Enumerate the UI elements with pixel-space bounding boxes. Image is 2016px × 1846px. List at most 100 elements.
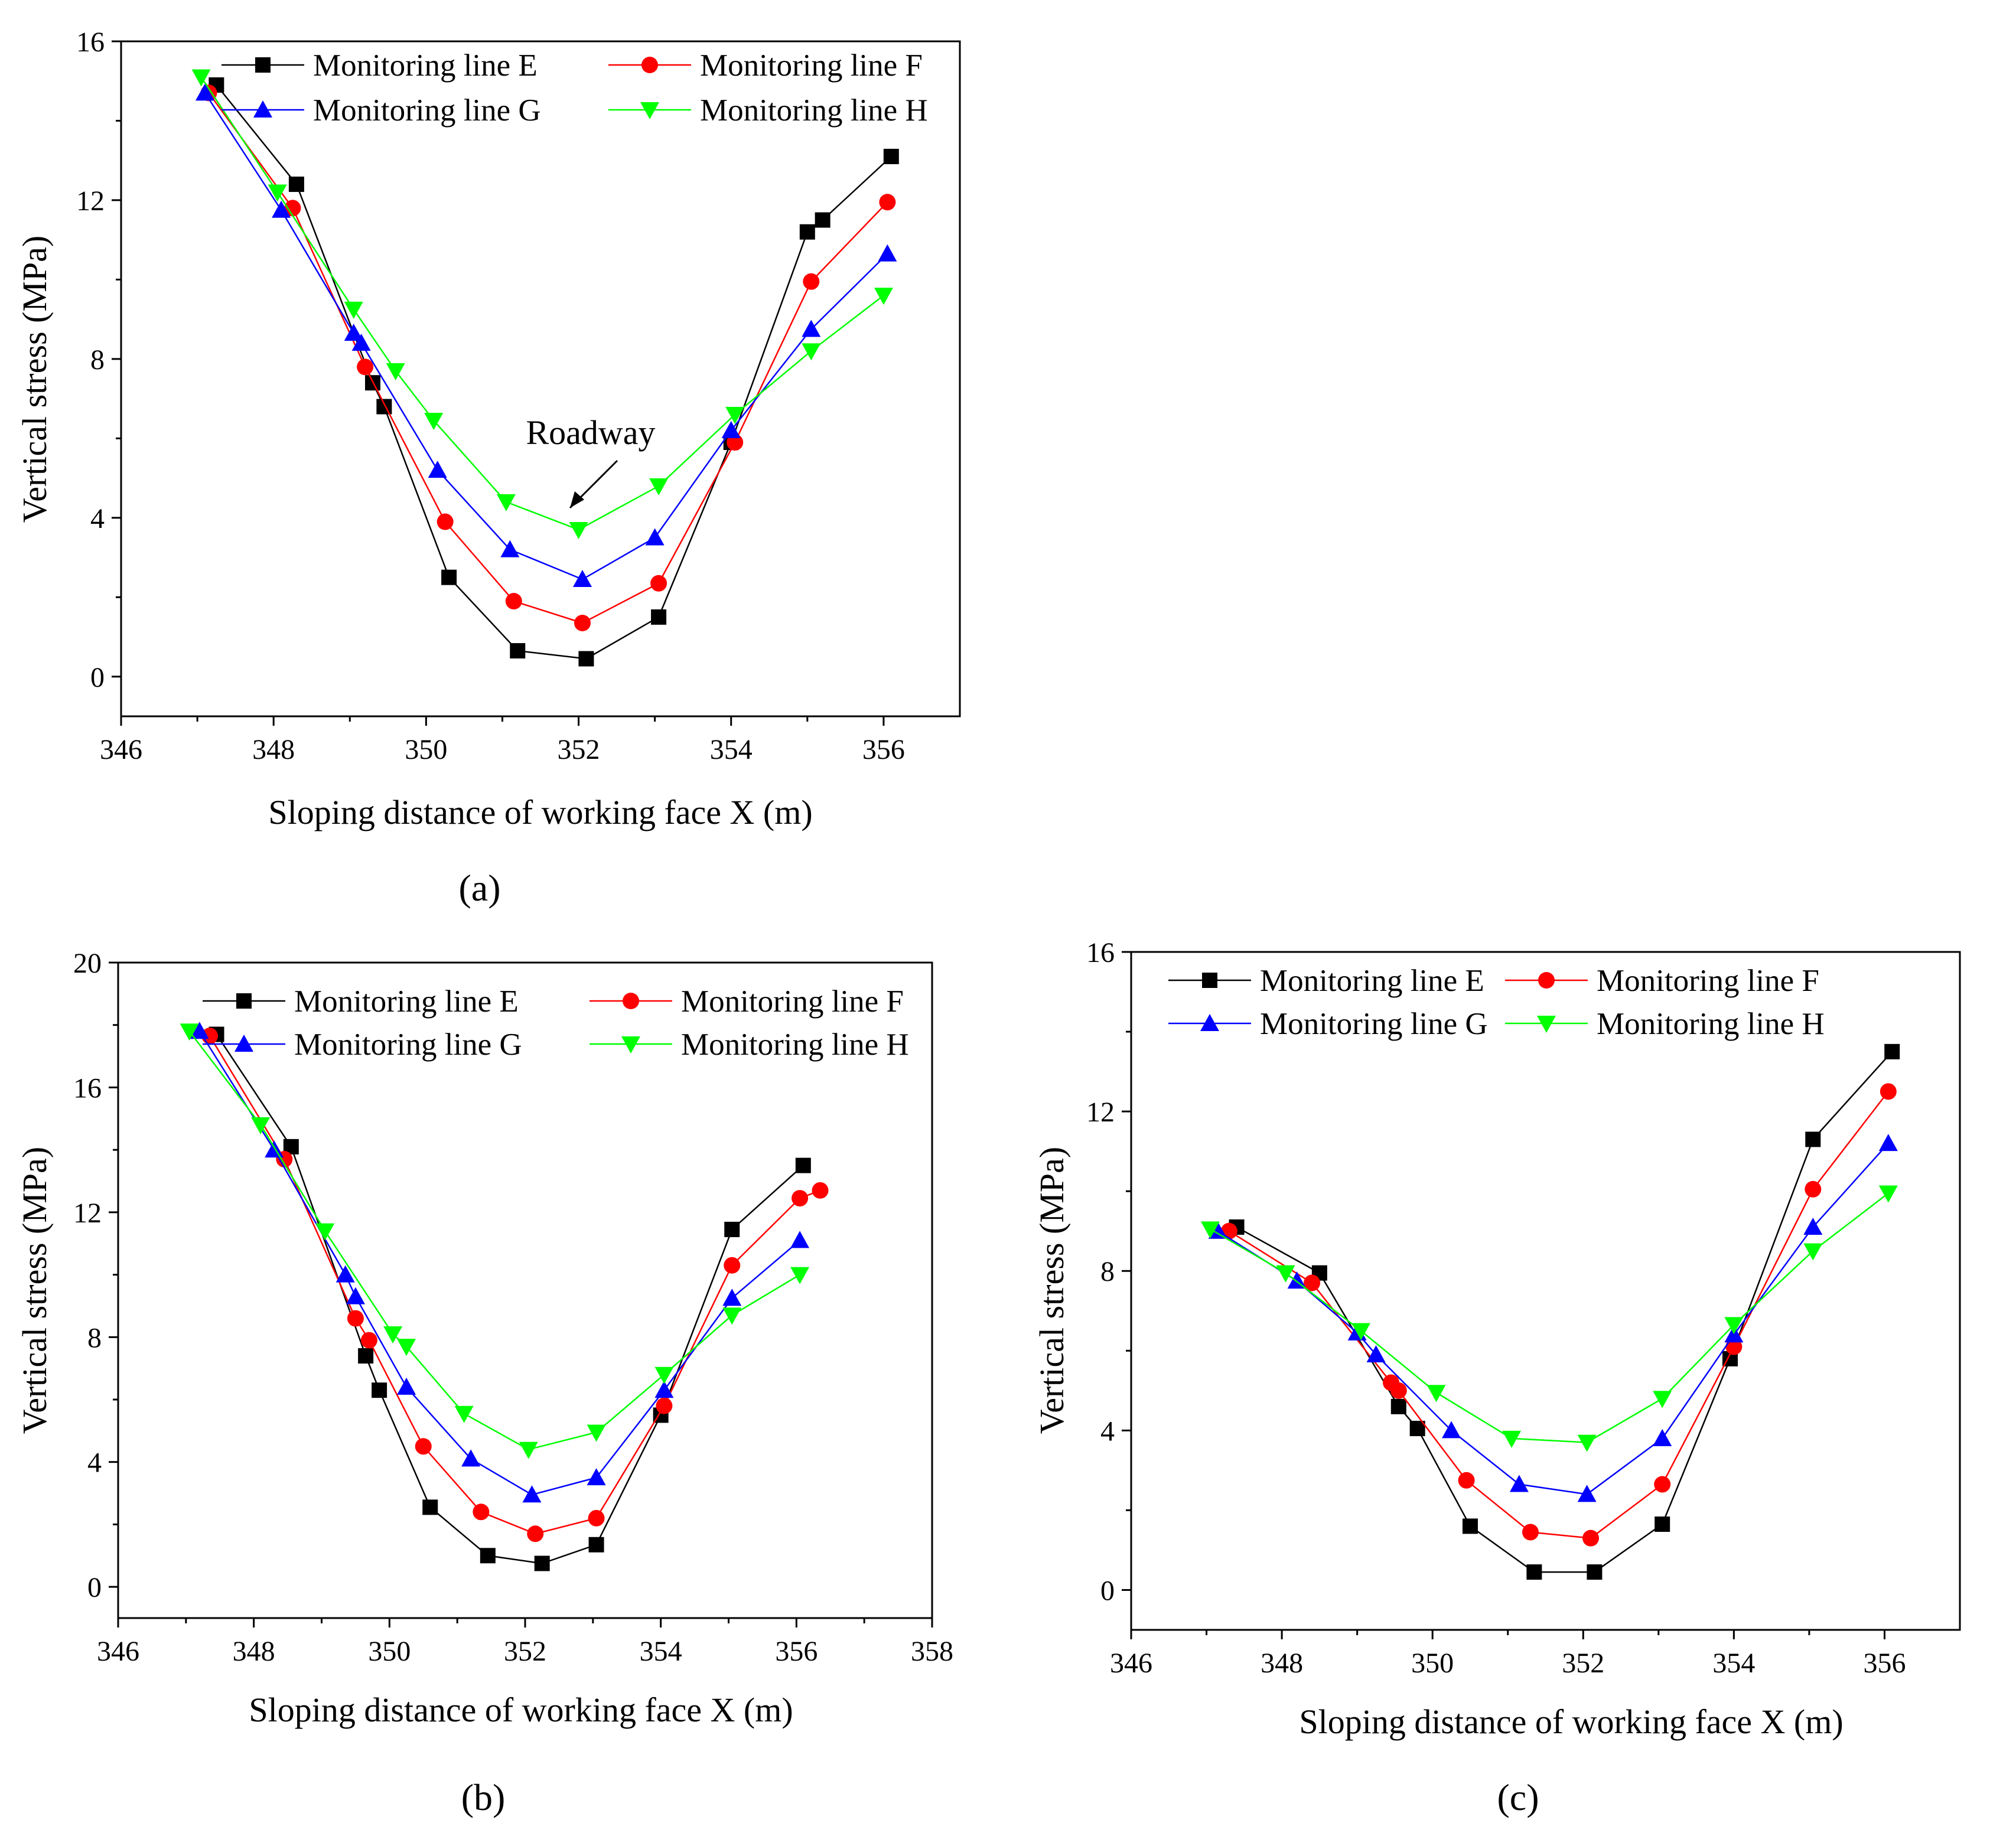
y-tick-label: 0 (90, 662, 105, 693)
x-tick-label: 356 (775, 1636, 818, 1667)
x-tick-label: 348 (1261, 1648, 1303, 1679)
chart-panel-b: 346 348 350 352 354 356 358 0 4 8 12 16 20 Sloping di… (15, 948, 953, 1818)
series-line (1210, 1192, 1889, 1443)
data-point (724, 1257, 741, 1274)
legend-marker (1538, 972, 1555, 989)
data-point (473, 1503, 490, 1521)
data-point (397, 1339, 416, 1356)
legend-marker (236, 993, 252, 1009)
data-point (1725, 1338, 1743, 1355)
data-point (344, 301, 363, 319)
data-point (1458, 1472, 1475, 1489)
series-monitoring-line-e (209, 77, 899, 667)
series-line (1229, 1091, 1889, 1539)
data-point (878, 244, 897, 262)
data-point (1390, 1382, 1407, 1399)
data-point (372, 1382, 387, 1398)
data-point (588, 1537, 604, 1553)
data-point (1509, 1475, 1529, 1492)
x-tick-label: 350 (405, 734, 447, 765)
x-tick-label: 358 (911, 1636, 953, 1667)
series-monitoring-line-h (191, 69, 893, 539)
data-point (879, 194, 896, 211)
series-monitoring-line-e (209, 1026, 811, 1571)
data-point (1276, 1265, 1295, 1283)
legend-marker (255, 57, 271, 73)
legend-marker (641, 57, 658, 73)
x-tick-label: 354 (710, 734, 753, 765)
data-point (1878, 1134, 1898, 1152)
data-point (815, 212, 830, 228)
series-monitoring-line-f (201, 1028, 829, 1542)
data-point (424, 413, 444, 430)
data-point (721, 420, 741, 438)
y-tick-label: 8 (1100, 1256, 1115, 1287)
data-point (344, 324, 363, 341)
legend: Monitoring line E Monitoring line F Monito… (203, 984, 909, 1062)
data-point (386, 363, 405, 381)
plot-frame (120, 40, 961, 717)
y-tick-label: 4 (90, 503, 105, 534)
y-tick-label: 0 (1100, 1575, 1115, 1606)
x-tick-label: 350 (1411, 1648, 1454, 1679)
data-point (1653, 1428, 1672, 1446)
data-point (272, 200, 291, 218)
legend: Monitoring line E Monitoring line F Monito… (1168, 964, 1825, 1041)
data-point (534, 1555, 550, 1571)
series-monitoring-line-f (1220, 1083, 1897, 1547)
data-point (347, 1310, 364, 1327)
y-tick-label: 8 (90, 344, 105, 376)
data-point (727, 434, 744, 451)
x-tick-label: 346 (1110, 1648, 1152, 1679)
data-point (1526, 1564, 1542, 1580)
data-point (1803, 1243, 1823, 1261)
chart-panel-c: 346 348 350 352 354 356 0 4 8 12 16 Sloping distanc… (1033, 937, 1961, 1818)
data-point (874, 288, 893, 305)
legend-marker (235, 1035, 253, 1052)
data-point (722, 1307, 742, 1325)
data-point (1654, 1476, 1671, 1493)
data-point (1366, 1345, 1386, 1363)
panel-label: (a) (458, 867, 500, 909)
data-point (1724, 1317, 1744, 1335)
data-point (790, 1231, 810, 1248)
legend-marker (623, 993, 639, 1009)
legend-label: Monitoring line F (681, 984, 904, 1019)
legend-label: Monitoring line H (700, 93, 928, 128)
legend-label: Monitoring line G (1260, 1007, 1488, 1041)
y-axis-label: Vertical stress (MPa) (15, 236, 54, 523)
x-tick-label: 356 (1863, 1648, 1906, 1679)
series-monitoring-line-h (180, 1023, 810, 1459)
data-point (428, 461, 447, 478)
data-point (722, 1289, 742, 1306)
series-monitoring-line-f (200, 84, 896, 631)
y-tick-label: 4 (1100, 1416, 1115, 1447)
panel-label: (b) (461, 1776, 506, 1818)
data-point (1462, 1518, 1478, 1534)
data-point (180, 1023, 199, 1041)
series-monitoring-line-g (190, 1022, 810, 1503)
data-point (454, 1405, 474, 1423)
annotation-roadway: Roadway (526, 413, 655, 452)
data-point (265, 1140, 284, 1158)
legend-label: Monitoring line F (700, 48, 923, 83)
data-point (496, 494, 516, 511)
annotation-arrow-head (570, 491, 584, 508)
data-point (397, 1377, 416, 1395)
data-point (790, 1267, 810, 1284)
legend-marker (1202, 973, 1217, 988)
data-point (1502, 1430, 1522, 1448)
y-axis-label: Vertical stress (MPa) (1033, 1147, 1071, 1434)
data-point (803, 273, 820, 290)
legend-marker (1537, 1016, 1556, 1033)
data-point (441, 569, 457, 585)
data-point (1587, 1564, 1603, 1580)
series-line (208, 92, 888, 624)
data-point (1522, 1524, 1539, 1541)
data-point (725, 407, 745, 425)
data-point (1582, 1529, 1600, 1547)
data-point (500, 540, 520, 557)
data-point (358, 1348, 374, 1364)
data-point (336, 1265, 355, 1283)
series-line (198, 1030, 800, 1496)
